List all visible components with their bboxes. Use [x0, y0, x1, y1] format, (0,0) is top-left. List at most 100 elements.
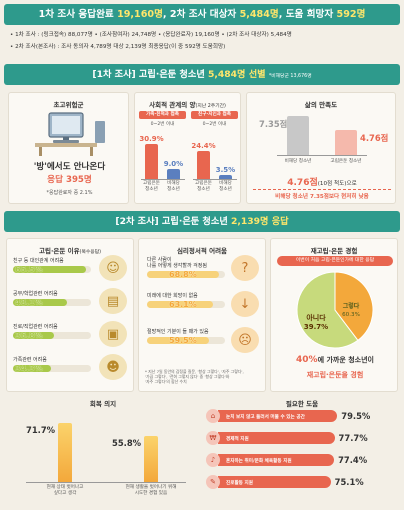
life-bar — [287, 116, 309, 155]
exp-pie-slice-yes — [296, 271, 359, 349]
crisis-panel: 초고위험군 '방'에서도 안나온다 응답 395명 *응답완료자 중 2.1% — [8, 92, 129, 204]
social-bar-category: 고립은둔 청소년 — [143, 181, 160, 192]
sad-face-icon: ☹ — [231, 327, 259, 353]
reason-bar-track — [13, 365, 91, 372]
falling-person-icon: ↓ — [231, 291, 259, 317]
reason-bar-fill — [13, 266, 86, 273]
psych-label: 미래에 대한 희망이 없음 — [147, 293, 198, 299]
psych-label: 절망적인 기분이 들 때가 있음 — [147, 329, 209, 335]
psych-note-1: * 지난 7일 동안의 감정을 질문, '항상 그렇다', '자주 그렇다', — [145, 369, 244, 374]
exp-pie-yes-label: 그렇다 — [343, 302, 360, 310]
help-value: 75.1% — [334, 477, 364, 487]
top-banner-val2: 5,484명 — [239, 9, 279, 20]
top-banner-val1: 19,160명 — [117, 9, 163, 20]
reasons-title-sub: (복수응답) — [79, 250, 102, 255]
section2-title-pre: [2차 조사] 고립·은둔 청소년 — [115, 216, 231, 227]
section1-note: *비해당군 13,676명 — [268, 74, 312, 79]
reason-label: 가족관련 어려움 — [13, 357, 47, 363]
help-bar-fill — [218, 432, 335, 444]
life-bar — [335, 130, 357, 155]
recovery-bar — [58, 422, 72, 482]
social-title-main: 사회적 관계의 양 — [149, 101, 196, 109]
life-mid-rest: (10점 척도)으로 — [317, 181, 357, 187]
exp-sum1-rest: 에 가까운 청소년이 — [317, 356, 374, 364]
life-title: 삶의 만족도 — [304, 101, 338, 109]
section1-banner: [1차 조사] 고립·은둔 청소년 5,484명 선별 *비해당군 13,676… — [4, 64, 400, 85]
crisis-line2-pre: 응답 — [47, 175, 66, 185]
social-bar — [167, 168, 180, 179]
help-panel: 필요한 도움 눈치 보지 않고 들러서 머물 수 있는 공간 ⌂ 79.5% 경제적 … — [204, 396, 400, 508]
psych-bar-fill — [147, 337, 209, 345]
psych-bar-fill — [147, 301, 213, 309]
help-item-icon: ♪ — [206, 453, 220, 467]
exp-pie-yes-value: 60.3% — [342, 312, 360, 318]
recovery-bar — [144, 435, 158, 482]
life-mid-val: 4.76점 — [287, 178, 318, 188]
reasons-title: 고립·은둔 이유(복수응답) — [7, 245, 133, 255]
reason-label: 친구 등 대인관계 어려움 — [13, 258, 64, 264]
crisis-line1: '방'에서도 안나온다 — [33, 162, 106, 172]
life-bar-category: 비해당 청소년 — [284, 159, 312, 164]
reason-value: 36.8% — [15, 331, 43, 340]
social-bar-label: 3.5% — [215, 166, 236, 174]
social-bar-category: 비해당 청소년 — [219, 181, 232, 192]
help-title: 필요한 도움 — [285, 400, 319, 408]
reason-label: 공부/학업관련 어려움 — [13, 291, 58, 297]
psych-title: 심리정서적 어려움 — [176, 247, 228, 255]
life-bar-label: 4.76점 — [360, 133, 389, 143]
top-banner-pre1: 1차 조사 응답완료 — [38, 9, 118, 20]
life-bar-label: 7.35점 — [259, 119, 288, 130]
social-bar — [197, 151, 210, 179]
life-summary: 비해당 청소년 7.35점보다 현저히 낮음 — [253, 189, 391, 200]
reason-value: 65.5% — [15, 265, 43, 274]
social-bar-category: 고립은둔 청소년 — [195, 181, 212, 192]
reason-value: 34.3% — [15, 364, 43, 373]
reason-bar-fill — [13, 332, 54, 339]
help-bar-fill — [218, 476, 331, 488]
section1-title-val: 5,484명 선별 — [208, 69, 266, 80]
social-bar-label: 24.4% — [191, 142, 216, 151]
reason-bar-fill — [13, 365, 52, 372]
reasons-title-main: 고립·은둔 이유 — [38, 247, 80, 255]
life-mid: 4.76점(10점 척도)으로 — [247, 175, 397, 188]
psych-panel: 심리정서적 어려움 다른 사람이 나를 어떻게 생각할까 걱정됨 68.8%? 미래에… — [138, 238, 266, 392]
psych-note-3: '자주 그렇다'의 합산 수치 — [145, 379, 187, 384]
psych-bar-fill — [147, 271, 219, 279]
top-bullet-2: • 2차 조사(본조사) : 조사 동의자 4,789명 대상 2,139명 최… — [10, 44, 226, 50]
help-value: 77.7% — [338, 433, 368, 443]
recovery-title: 회복 의지 — [89, 400, 117, 408]
help-bar-label: 혼자하는 취미/문화 체육활동 지원 — [226, 458, 292, 464]
top-bullet-1: • 1차 조사 : (링크접속) 88,077명 • (조사참여자) 24,74… — [10, 32, 292, 38]
social-group-sub: 0~2번 이내 — [150, 122, 175, 127]
top-banner-pre2: , 2차 조사 대상자 — [162, 9, 240, 20]
recovery-bar-category: 현재 생활을 벗어나기 위해 시도한 경험 있음 — [125, 485, 177, 496]
social-axis — [141, 179, 185, 180]
help-value: 77.4% — [338, 455, 368, 465]
help-item-icon: ₩ — [206, 431, 220, 445]
social-group-head: 가족·친척과 접촉 — [139, 111, 186, 119]
crisis-note: *응답완료자 중 2.1% — [46, 190, 93, 196]
help-value: 79.5% — [341, 411, 371, 421]
social-bar — [219, 175, 232, 179]
exp-sum1-pct: 40% — [296, 355, 318, 365]
exp-pie-no-label: 아니다 — [306, 313, 326, 322]
life-bar-category: 고립은둔 청소년 — [330, 159, 362, 164]
exp-sum1: 40%에 가까운 청소년이 — [271, 355, 399, 365]
reason-value: 48.1% — [15, 298, 43, 307]
social-panel: 사회적 관계의 양(지난 2주기간) 가족·친척과 접촉 0~2번 이내 30.9%… — [134, 92, 241, 204]
exp-title: 재고립·은둔 경험 — [310, 247, 358, 255]
help-bar-label: 진로활동 지원 — [226, 480, 253, 486]
recovery-bar-label: 71.7% — [26, 424, 56, 435]
social-bar — [145, 143, 158, 179]
psych-note: * 지난 7일 동안의 감정을 질문, '항상 그렇다', '자주 그렇다', … — [145, 369, 244, 384]
exp-pie-slice-no — [334, 271, 374, 342]
section2-banner: [2차 조사] 고립·은둔 청소년 2,139명 응답 — [4, 211, 400, 232]
briefcase-icon: ▣ — [99, 321, 127, 347]
recovery-bar-label: 55.8% — [112, 437, 142, 448]
people-icon: ☺ — [99, 255, 127, 281]
psych-value: 59.5% — [169, 336, 197, 346]
exp-sum2: 재고립·은둔을 경험 — [306, 371, 364, 379]
exp-pie-no-value: 39.7% — [304, 323, 328, 331]
psych-note-2: '가끔 그렇다', '전혀 그렇지 않다' 중 '항상 그렇다'와 — [145, 374, 230, 379]
